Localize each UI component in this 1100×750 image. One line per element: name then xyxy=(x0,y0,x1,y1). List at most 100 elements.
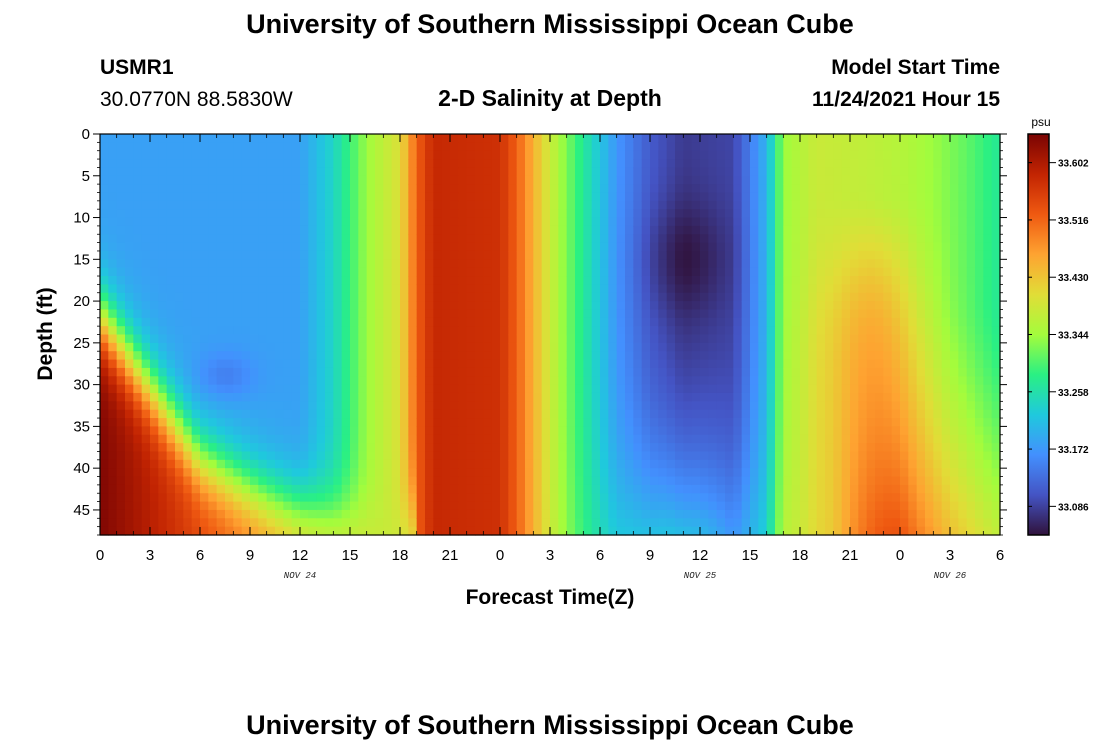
heatmap-cell xyxy=(266,259,276,269)
heatmap-cell xyxy=(283,392,293,402)
heatmap-cell xyxy=(475,443,484,453)
heatmap-cell xyxy=(575,284,584,294)
heatmap-cell xyxy=(400,259,409,269)
heatmap-cell xyxy=(391,209,401,219)
heatmap-cell xyxy=(500,476,509,486)
heatmap-cell xyxy=(216,443,226,453)
heatmap-cell xyxy=(683,459,693,469)
heatmap-cell xyxy=(716,518,726,528)
heatmap-cell xyxy=(291,493,301,503)
heatmap-cell xyxy=(516,501,526,511)
heatmap-cell xyxy=(258,384,268,394)
heatmap-cell xyxy=(708,192,718,202)
heatmap-cell xyxy=(708,284,718,294)
heatmap-cell xyxy=(566,484,576,494)
heatmap-cell xyxy=(550,292,559,302)
heatmap-cell xyxy=(516,518,526,528)
heatmap-cell xyxy=(358,259,368,269)
heatmap-cell xyxy=(516,242,526,252)
heatmap-cell xyxy=(683,401,693,411)
heatmap-cell xyxy=(558,175,568,185)
heatmap-cell xyxy=(100,234,109,244)
heatmap-cell xyxy=(558,150,568,160)
heatmap-cell xyxy=(116,150,126,160)
heatmap-cell xyxy=(783,367,793,377)
heatmap-cell xyxy=(633,334,643,344)
heatmap-cell xyxy=(233,200,243,210)
heatmap-cell xyxy=(508,309,518,319)
heatmap-cell xyxy=(250,234,259,244)
heatmap-cell xyxy=(625,418,634,427)
heatmap-cell xyxy=(958,234,968,244)
heatmap-cell xyxy=(650,518,659,528)
heatmap-cell xyxy=(566,192,576,202)
heatmap-cell xyxy=(675,167,684,177)
heatmap-cell xyxy=(608,242,618,252)
heatmap-cell xyxy=(241,401,251,411)
heatmap-cell xyxy=(866,426,876,436)
heatmap-cell xyxy=(350,367,359,377)
heatmap-cell xyxy=(400,501,409,511)
heatmap-cell xyxy=(350,401,359,411)
heatmap-cell xyxy=(533,301,543,311)
heatmap-cell xyxy=(766,384,776,394)
heatmap-cell xyxy=(441,134,451,143)
heatmap-cell xyxy=(375,184,384,194)
heatmap-cell xyxy=(316,493,326,503)
heatmap-cell xyxy=(208,326,218,336)
heatmap-cell xyxy=(341,276,351,285)
heatmap-cell xyxy=(491,250,501,260)
heatmap-cell xyxy=(908,259,918,269)
heatmap-cell xyxy=(675,250,684,260)
heatmap-cell xyxy=(616,284,626,294)
heatmap-cell xyxy=(808,184,818,194)
heatmap-cell xyxy=(916,267,926,277)
heatmap-cell xyxy=(866,150,876,160)
heatmap-cell xyxy=(933,518,943,528)
heatmap-cell xyxy=(758,526,768,536)
heatmap-cell xyxy=(108,459,118,469)
heatmap-cell xyxy=(766,309,776,319)
heatmap-cell xyxy=(583,276,593,285)
heatmap-cell xyxy=(316,326,326,336)
heatmap-cell xyxy=(941,334,951,344)
heatmap-cell xyxy=(341,359,351,369)
heatmap-cell xyxy=(150,167,159,177)
heatmap-cell xyxy=(483,434,493,444)
heatmap-cell xyxy=(816,326,826,336)
heatmap-cell xyxy=(333,301,343,311)
heatmap-cell xyxy=(466,217,476,227)
heatmap-cell xyxy=(533,209,543,219)
heatmap-cell xyxy=(475,493,484,503)
heatmap-cell xyxy=(708,234,718,244)
heatmap-cell xyxy=(908,150,918,160)
heatmap-cell xyxy=(666,493,676,503)
heatmap-cell xyxy=(800,317,809,327)
heatmap-cell xyxy=(141,334,151,344)
heatmap-cell xyxy=(833,150,843,160)
heatmap-cell xyxy=(650,292,659,302)
heatmap-cell xyxy=(725,242,734,252)
heatmap-cell xyxy=(391,418,401,427)
heatmap-cell xyxy=(825,301,834,311)
heatmap-cell xyxy=(300,342,309,352)
heatmap-cell xyxy=(900,468,909,478)
heatmap-cell xyxy=(816,518,826,528)
heatmap-cell xyxy=(641,192,651,202)
heatmap-cell xyxy=(141,217,151,227)
heatmap-cell xyxy=(825,175,834,185)
heatmap-cell xyxy=(216,526,226,536)
heatmap-cell xyxy=(708,292,718,302)
heatmap-cell xyxy=(816,443,826,453)
heatmap-cell xyxy=(641,217,651,227)
heatmap-cell xyxy=(733,509,743,519)
heatmap-cell xyxy=(350,250,359,260)
heatmap-cell xyxy=(533,501,543,511)
heatmap-cell xyxy=(941,192,951,202)
heatmap-cell xyxy=(116,326,126,336)
heatmap-cell xyxy=(708,342,718,352)
heatmap-cell xyxy=(275,250,284,260)
heatmap-cell xyxy=(475,418,484,427)
heatmap-cell xyxy=(825,468,834,478)
heatmap-cell xyxy=(333,142,343,152)
